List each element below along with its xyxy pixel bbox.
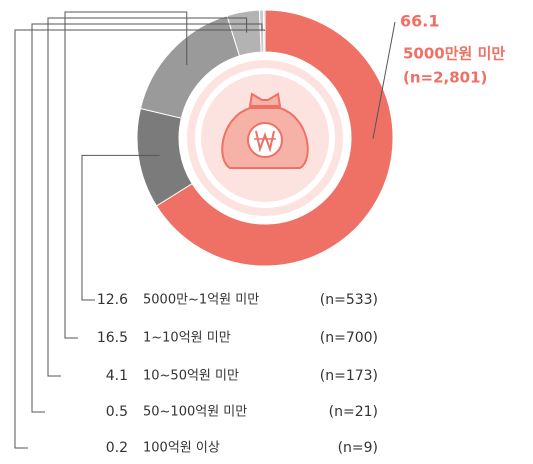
leader-line bbox=[31, 23, 263, 413]
category-label: 50~100억원 미만 bbox=[143, 405, 247, 420]
category-label: 10~50억원 미만 bbox=[143, 369, 239, 384]
category-label: 5000만원 미만 bbox=[403, 45, 505, 63]
count-label: (n=21) bbox=[329, 404, 378, 420]
value-label: 16.5 bbox=[97, 330, 128, 346]
value-label: 66.1 bbox=[400, 12, 439, 31]
pie-slice bbox=[262, 9, 266, 53]
leader-line bbox=[47, 17, 248, 377]
leader-line bbox=[372, 21, 396, 139]
leader-line bbox=[81, 154, 160, 301]
leader-line bbox=[14, 29, 265, 449]
value-label: 0.5 bbox=[106, 404, 128, 420]
category-label: 5000만~1억원 미만 bbox=[143, 293, 259, 308]
category-label: 1~10억원 미만 bbox=[143, 331, 231, 346]
value-label: 12.6 bbox=[97, 292, 128, 308]
value-label: 0.2 bbox=[106, 440, 128, 456]
count-label: (n=700) bbox=[320, 330, 378, 346]
count-label: (n=2,801) bbox=[403, 69, 487, 87]
bag-neck bbox=[248, 92, 282, 107]
category-label: 100억원 이상 bbox=[143, 441, 220, 456]
won-sign bbox=[255, 130, 275, 153]
count-label: (n=9) bbox=[338, 440, 378, 456]
money-bag-icon bbox=[221, 92, 309, 169]
count-label: (n=533) bbox=[320, 292, 378, 308]
pie-slice bbox=[155, 9, 394, 267]
value-label: 4.1 bbox=[106, 368, 128, 384]
coin bbox=[247, 122, 283, 158]
count-label: (n=173) bbox=[320, 368, 378, 384]
